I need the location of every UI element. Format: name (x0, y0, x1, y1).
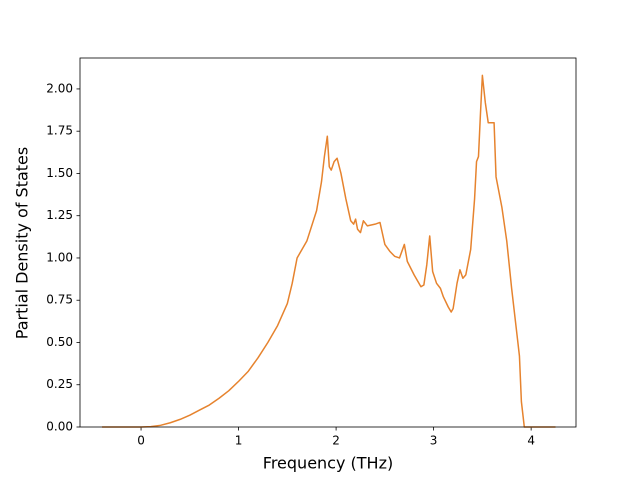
y-tick-label: 0.75 (46, 293, 73, 307)
y-tick-label: 2.00 (46, 81, 73, 95)
x-tick-label: 2 (332, 434, 340, 448)
y-axis-label: Partial Density of States (13, 147, 32, 339)
data-line (102, 74, 556, 428)
y-tick-label: 1.25 (46, 208, 73, 222)
y-tick-label: 1.00 (46, 250, 73, 264)
x-tick-label: 3 (430, 434, 438, 448)
x-tick-label: 4 (527, 434, 535, 448)
y-tick-label: 1.50 (46, 166, 73, 180)
x-tick-label: 0 (137, 434, 145, 448)
x-axis-label: Frequency (THz) (263, 454, 393, 473)
y-tick-label: 0.00 (46, 420, 73, 434)
y-tick-label: 0.50 (46, 335, 73, 349)
y-tick-label: 1.75 (46, 124, 73, 138)
y-tick-label: 0.25 (46, 377, 73, 391)
x-tick-label: 1 (235, 434, 243, 448)
plot-frame (79, 57, 577, 428)
